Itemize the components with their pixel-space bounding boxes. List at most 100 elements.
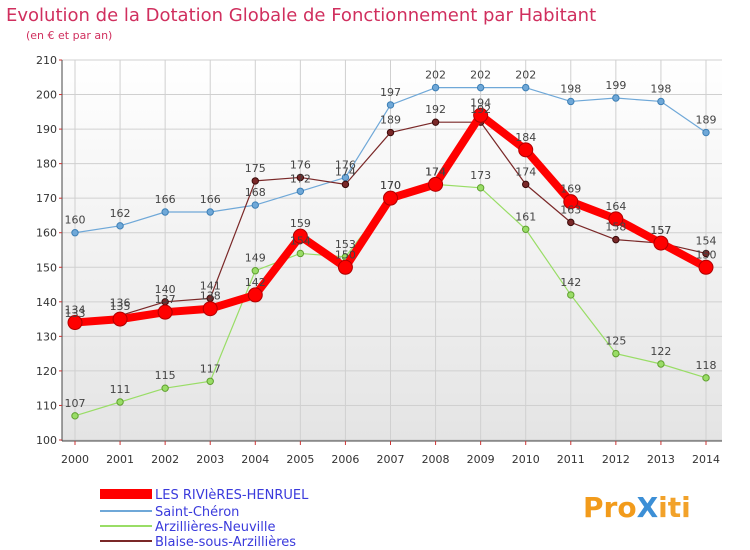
data-point [567, 218, 575, 227]
data-point [698, 259, 714, 275]
data-point [71, 412, 79, 420]
y-tick-label: 200 [36, 89, 57, 102]
series-group: 107 111 115 117 149 154 153 170 174 173 161 142 125 1… [65, 69, 717, 420]
legend-label: Saint-Chéron [155, 505, 239, 520]
data-label: 122 [650, 345, 671, 358]
data-label: 118 [696, 359, 717, 372]
data-point [612, 349, 620, 358]
data-point [341, 180, 350, 189]
data-point [116, 398, 124, 406]
data-point [116, 222, 124, 230]
data-point [431, 118, 440, 126]
y-tick-label: 190 [36, 123, 57, 136]
x-tick-label: 2000 [61, 453, 89, 466]
data-label: 137 [155, 293, 176, 306]
x-tick-label: 2010 [512, 453, 540, 466]
data-point [563, 194, 579, 210]
data-point [202, 301, 218, 317]
data-point [702, 249, 710, 258]
data-point [567, 291, 575, 299]
data-point [161, 208, 169, 216]
data-point [206, 208, 214, 216]
data-label: 140 [155, 283, 176, 296]
data-label: 174 [425, 165, 446, 178]
data-label: 133 [65, 307, 86, 320]
data-label: 157 [650, 224, 671, 237]
data-label: 174 [425, 165, 446, 178]
y-tick-label: 140 [36, 296, 57, 309]
plot-area [62, 60, 722, 441]
x-tick-label: 2005 [286, 453, 314, 466]
data-label: 134 [65, 304, 86, 317]
legend-label: Arzillières-Neuville [155, 520, 276, 535]
data-point [71, 229, 79, 237]
data-point [653, 235, 669, 251]
y-tick-label: 160 [36, 227, 57, 240]
legend-item-2: Arzillières-Neuville [100, 520, 276, 535]
data-point [161, 384, 169, 392]
x-tick-label: 2007 [377, 453, 405, 466]
data-label: 149 [245, 252, 266, 265]
grid [62, 59, 722, 441]
chart-subtitle: (en € et par an) [26, 29, 112, 42]
y-tick-label: 210 [36, 54, 57, 67]
legend-label: Blaise-sous-Arzillières [155, 535, 296, 550]
data-label: 160 [65, 214, 86, 227]
data-point [251, 267, 259, 275]
x-tick-label: 2002 [151, 453, 179, 466]
x-tick-label: 2006 [331, 453, 359, 466]
data-point [251, 201, 259, 209]
data-point [657, 97, 665, 106]
x-tick-label: 2011 [557, 453, 585, 466]
legend: LES RIVIèRES-HENRUEL Saint-ChéronArzilliè… [100, 488, 309, 550]
data-label: 194 [470, 96, 491, 109]
data-label: 159 [290, 217, 311, 230]
y-tick-label: 100 [36, 434, 57, 447]
data-point [296, 173, 305, 182]
data-label: 138 [200, 290, 221, 303]
data-label: 111 [110, 383, 131, 396]
data-label: 168 [245, 186, 266, 199]
data-point [702, 374, 710, 382]
data-point [612, 94, 620, 102]
x-tick-label: 2012 [602, 453, 630, 466]
y-tick-label: 170 [36, 192, 57, 205]
data-point [251, 177, 259, 185]
data-point [296, 249, 305, 258]
data-label: 115 [155, 369, 176, 382]
data-label: 199 [605, 79, 626, 92]
data-label: 192 [425, 103, 446, 116]
x-tick-label: 2009 [467, 453, 495, 466]
data-label: 154 [290, 234, 311, 247]
data-label: 189 [696, 114, 717, 127]
data-point [383, 190, 398, 206]
data-point [567, 97, 575, 106]
data-label: 202 [425, 69, 446, 82]
data-point [608, 211, 624, 227]
data-label: 173 [470, 169, 491, 182]
x-tick-label: 2003 [196, 453, 224, 466]
data-point [296, 187, 305, 195]
data-label: 142 [245, 276, 266, 289]
data-label: 197 [380, 86, 401, 99]
data-point [518, 142, 534, 158]
data-label: 172 [290, 172, 311, 185]
data-point [386, 101, 395, 109]
legend-item-1: Saint-Chéron [100, 505, 239, 520]
data-point [476, 184, 485, 192]
data-label: 161 [515, 210, 536, 223]
data-point [157, 304, 173, 320]
data-point [206, 377, 214, 385]
data-point [473, 107, 489, 123]
data-label: 202 [470, 69, 491, 82]
data-label: 184 [515, 131, 536, 144]
x-tick-label: 2013 [647, 453, 675, 466]
data-label: 154 [696, 234, 717, 247]
data-point [112, 311, 128, 327]
legend-item-0: LES RIVIèRES-HENRUEL [100, 488, 309, 503]
legend-item-3: Blaise-sous-Arzillières [100, 535, 296, 550]
data-label: 125 [605, 335, 626, 348]
data-label: 176 [335, 158, 356, 171]
data-label: 158 [605, 221, 626, 234]
